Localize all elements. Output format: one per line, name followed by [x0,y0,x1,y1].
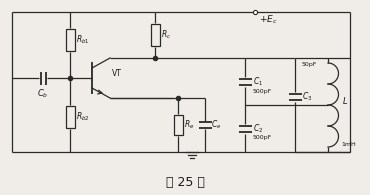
Text: $C_2$: $C_2$ [253,122,263,135]
Text: $C_3$: $C_3$ [302,91,312,103]
Text: $R_c$: $R_c$ [161,29,171,41]
Text: 题 25 图: 题 25 图 [165,176,205,189]
Text: +$E_c$: +$E_c$ [259,14,278,27]
Text: $R_{b1}$: $R_{b1}$ [76,34,90,46]
Bar [65,29,74,51]
Text: 1mH: 1mH [342,142,356,146]
Text: 500pF: 500pF [253,89,272,93]
Text: $C_1$: $C_1$ [253,75,263,88]
Text: $C_b$: $C_b$ [37,87,48,99]
Text: $L$: $L$ [342,95,348,105]
Text: $R_{b2}$: $R_{b2}$ [76,111,90,123]
Text: VT: VT [112,69,122,79]
Text: $R_e$: $R_e$ [184,119,194,131]
Bar [174,115,182,135]
Bar [65,106,74,128]
Text: 500pF: 500pF [253,136,272,141]
Bar [151,24,159,46]
Text: 50pF: 50pF [302,62,317,67]
Text: $C_e$: $C_e$ [211,119,221,131]
